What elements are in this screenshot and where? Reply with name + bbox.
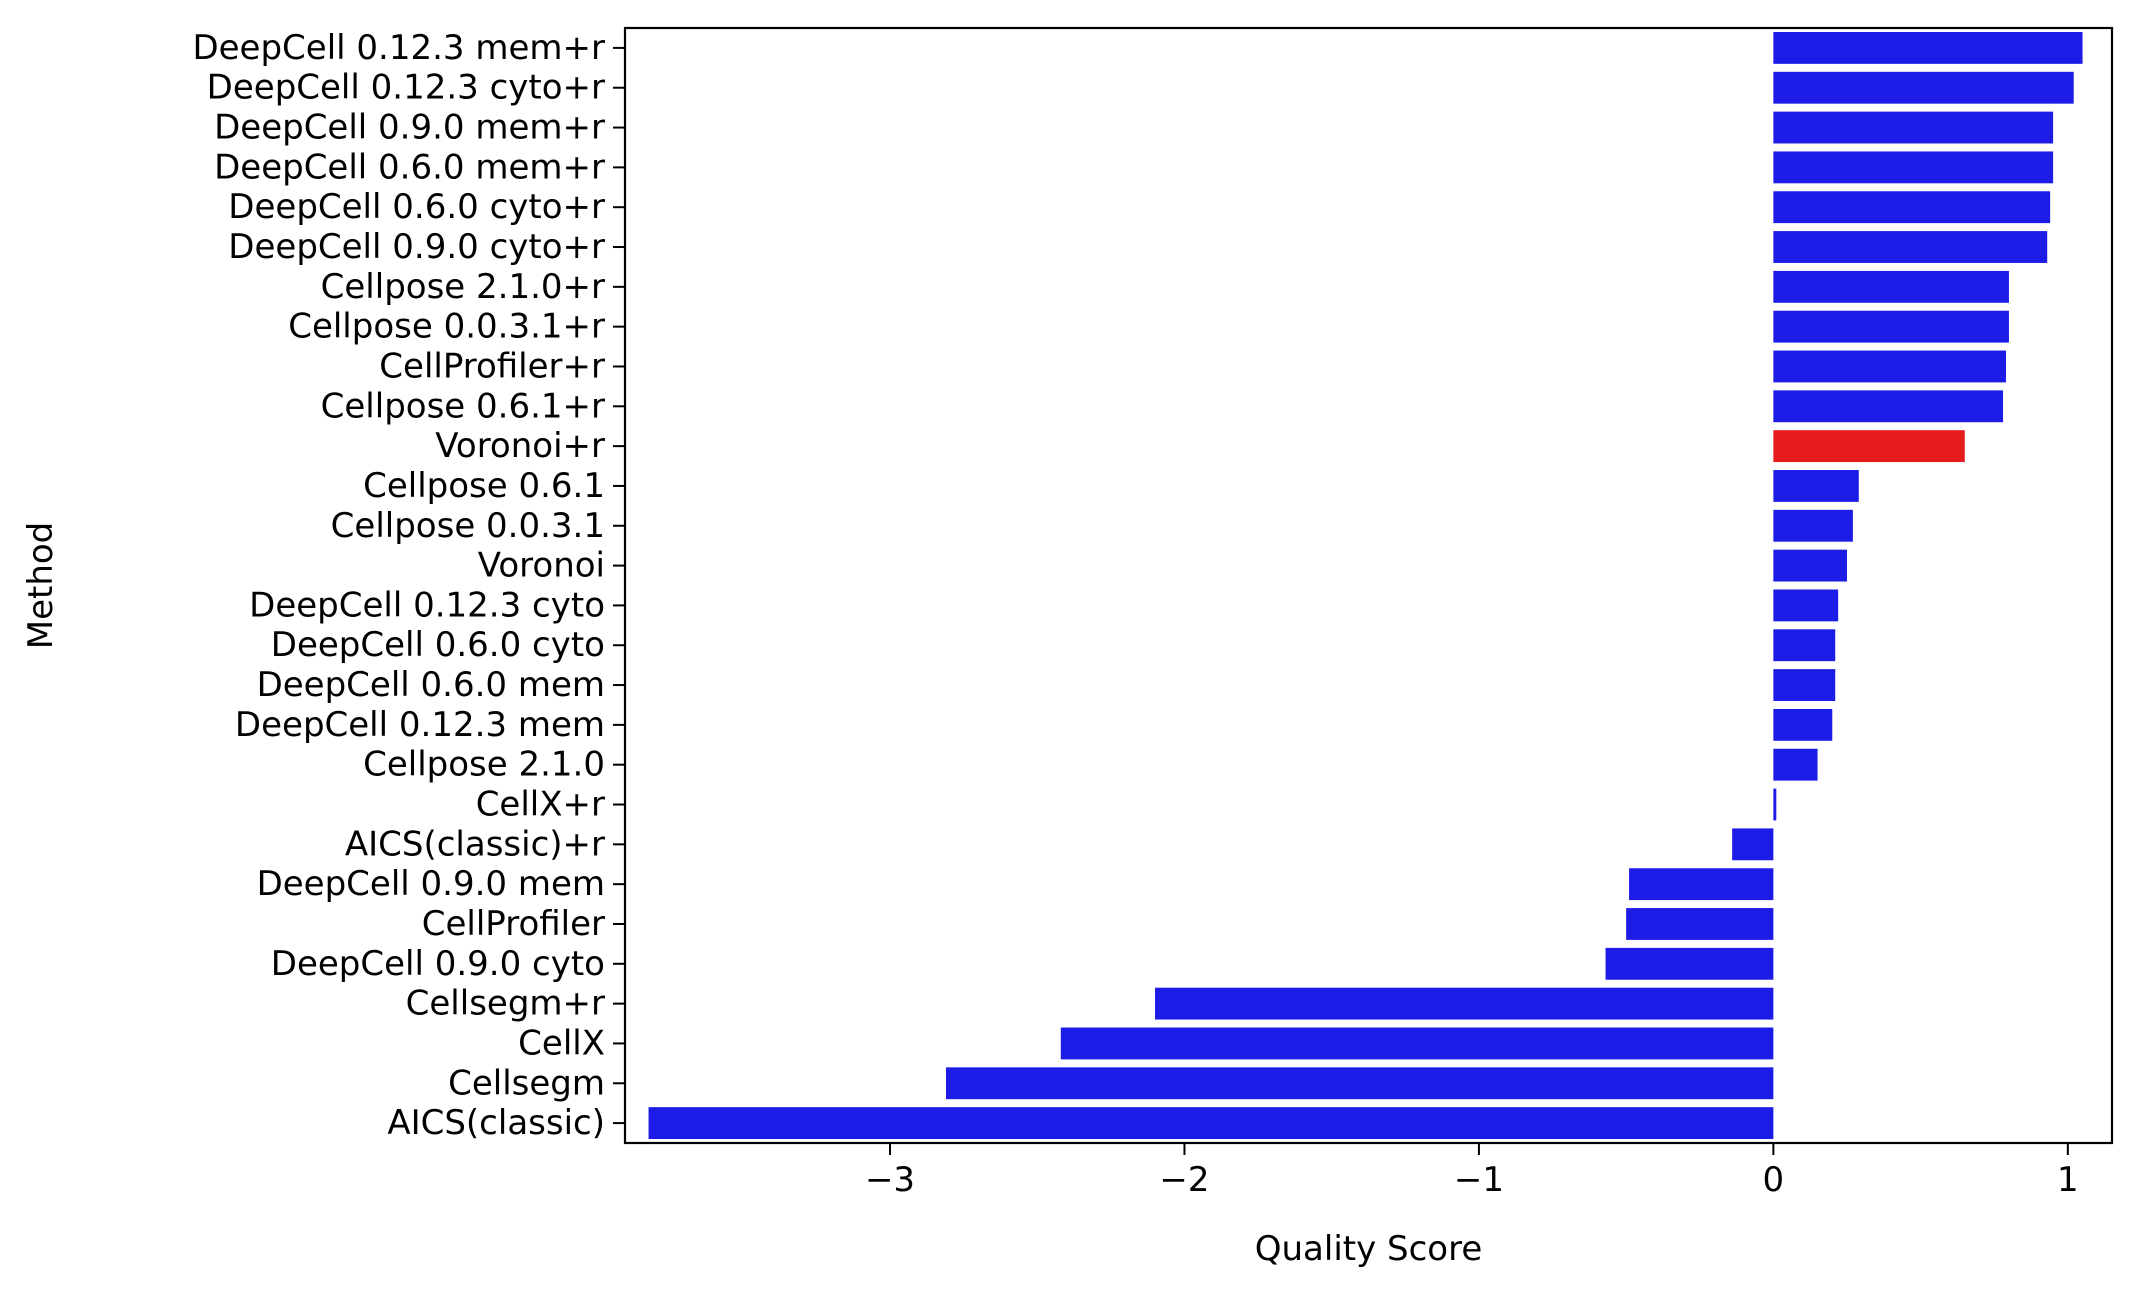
y-tick-label: Cellsegm+r: [406, 984, 605, 1024]
y-tick-label: Voronoi+r: [435, 426, 605, 466]
y-tick-label: Cellpose 0.0.3.1+r: [288, 307, 605, 347]
bar-deepcell-0-6-0-mem-r: [1773, 151, 2054, 184]
bar-deepcell-0-9-0-mem: [1629, 868, 1774, 901]
y-tick-label: DeepCell 0.6.0 mem+r: [214, 147, 605, 187]
y-tick-label: CellProfiler: [422, 904, 605, 944]
y-tick-label: DeepCell 0.9.0 cyto: [271, 944, 605, 984]
bar-deepcell-0-6-0-cyto-r: [1773, 191, 2051, 224]
plot-frame: [623, 26, 2114, 1145]
x-tick-label: −1: [1454, 1160, 1504, 1200]
bars-group: [648, 31, 2083, 1140]
x-tick-label: −3: [865, 1160, 915, 1200]
bar-cellprofiler-r: [1773, 350, 2006, 383]
y-tick-label: DeepCell 0.6.0 cyto: [271, 625, 605, 665]
y-tick-label: DeepCell 0.9.0 mem: [257, 864, 605, 904]
y-tick-label: DeepCell 0.12.3 mem+r: [192, 28, 605, 68]
bar-deepcell-0-9-0-mem-r: [1773, 111, 2054, 144]
bar-aics-classic-r: [1732, 828, 1774, 861]
bar-cellpose-0-0-3-1: [1773, 509, 1853, 542]
y-tick-label: CellX+r: [476, 785, 605, 825]
y-tick-label: DeepCell 0.12.3 cyto: [249, 585, 605, 625]
x-tick-label: 0: [1763, 1160, 1785, 1200]
y-tick-label: Cellpose 0.0.3.1: [331, 506, 605, 546]
bar-deepcell-0-6-0-cyto: [1773, 629, 1836, 662]
y-tick-label: DeepCell 0.6.0 mem: [257, 665, 605, 705]
y-tick-label: DeepCell 0.12.3 cyto+r: [207, 68, 605, 108]
bar-cellx: [1060, 1027, 1774, 1060]
bar-deepcell-0-9-0-cyto-r: [1773, 231, 2048, 263]
bar-cellpose-0-6-1-r: [1773, 390, 2004, 423]
y-tick-label: Cellsegm: [448, 1063, 605, 1103]
y-tick-label: Cellpose 0.6.1: [363, 466, 605, 506]
x-tick-label: −2: [1159, 1160, 1209, 1200]
y-tick-label: DeepCell 0.9.0 mem+r: [214, 108, 605, 148]
bar-cellpose-0-6-1: [1773, 470, 1859, 502]
bar-deepcell-0-6-0-mem: [1773, 669, 1836, 701]
x-tick-label: 1: [2057, 1160, 2079, 1200]
bar-cellx-r: [1773, 788, 1777, 821]
x-axis-title: Quality Score: [1255, 1229, 1483, 1269]
bar-cellsegm-r: [1155, 987, 1774, 1020]
bar-voronoi-r: [1773, 430, 1965, 463]
y-tick-label: Cellpose 0.6.1+r: [321, 386, 605, 426]
y-tick-label: DeepCell 0.6.0 cyto+r: [228, 187, 605, 227]
bar-deepcell-0-12-3-cyto: [1773, 589, 1839, 622]
y-tick-label: DeepCell 0.9.0 cyto+r: [228, 227, 605, 267]
bar-cellsegm: [945, 1067, 1774, 1100]
y-tick-label: AICS(classic): [387, 1103, 605, 1143]
y-tick-label: CellProfiler+r: [379, 346, 605, 386]
y-tick-label: Cellpose 2.1.0+r: [321, 267, 605, 307]
bar-voronoi: [1773, 549, 1847, 582]
y-tick-label: Cellpose 2.1.0: [363, 745, 605, 785]
y-tick-label: DeepCell 0.12.3 mem: [235, 705, 605, 745]
bar-deepcell-0-9-0-cyto: [1605, 947, 1774, 980]
x-axis-ticks: −3 −2 −1 0 1: [865, 1143, 2079, 1200]
y-tick-label: Voronoi: [478, 546, 605, 586]
y-axis-title: Method: [21, 522, 61, 650]
bar-cellpose-2-1-0: [1773, 748, 1818, 781]
bar-cellprofiler: [1626, 908, 1774, 940]
y-tick-label: CellX: [518, 1023, 605, 1063]
bar-deepcell-0-12-3-cyto-r: [1773, 71, 2074, 104]
bar-cellpose-2-1-0-r: [1773, 270, 2009, 303]
y-tick-label: AICS(classic)+r: [345, 824, 605, 864]
bar-cellpose-0-0-3-1-r: [1773, 310, 2009, 343]
bar-aics-classic: [648, 1107, 1774, 1140]
bar-deepcell-0-12-3-mem: [1773, 708, 1833, 741]
bar-deepcell-0-12-3-mem-r: [1773, 31, 2083, 64]
